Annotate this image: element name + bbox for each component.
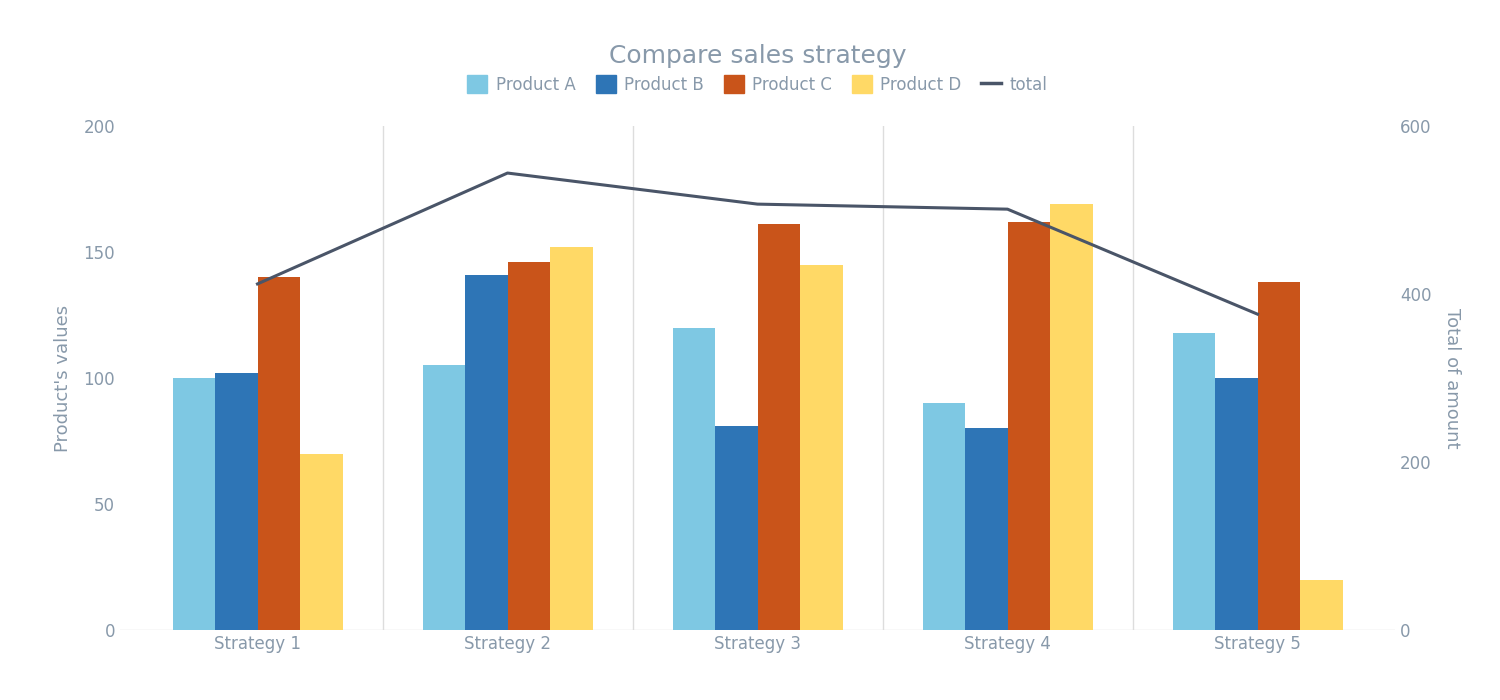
Bar	[1257, 282, 1300, 630]
Bar	[214, 373, 258, 630]
Bar	[1050, 204, 1092, 630]
Y-axis label: Product's values: Product's values	[54, 304, 72, 452]
Bar	[964, 428, 1008, 630]
total	[999, 205, 1017, 214]
Bar	[300, 454, 342, 630]
Bar	[507, 262, 550, 630]
Bar	[1300, 580, 1342, 630]
Bar	[1215, 378, 1257, 630]
Bar	[758, 224, 800, 630]
Bar	[550, 247, 592, 630]
Bar	[800, 265, 843, 630]
Bar	[423, 365, 465, 630]
Title: Compare sales strategy: Compare sales strategy	[609, 45, 906, 69]
Y-axis label: Total of amount: Total of amount	[1443, 308, 1461, 448]
Bar	[1173, 332, 1215, 630]
Legend: Product A, Product B, Product C, Product D, total: Product A, Product B, Product C, Product…	[460, 69, 1054, 100]
Bar	[672, 328, 716, 630]
Bar	[465, 274, 507, 630]
Bar	[1008, 222, 1050, 630]
total	[1248, 310, 1266, 319]
Bar	[716, 426, 758, 630]
total	[249, 280, 267, 288]
Bar	[172, 378, 214, 630]
total	[748, 200, 766, 209]
Line: total: total	[258, 173, 1257, 314]
total	[498, 169, 516, 177]
Bar	[922, 403, 964, 630]
Bar	[258, 277, 300, 630]
